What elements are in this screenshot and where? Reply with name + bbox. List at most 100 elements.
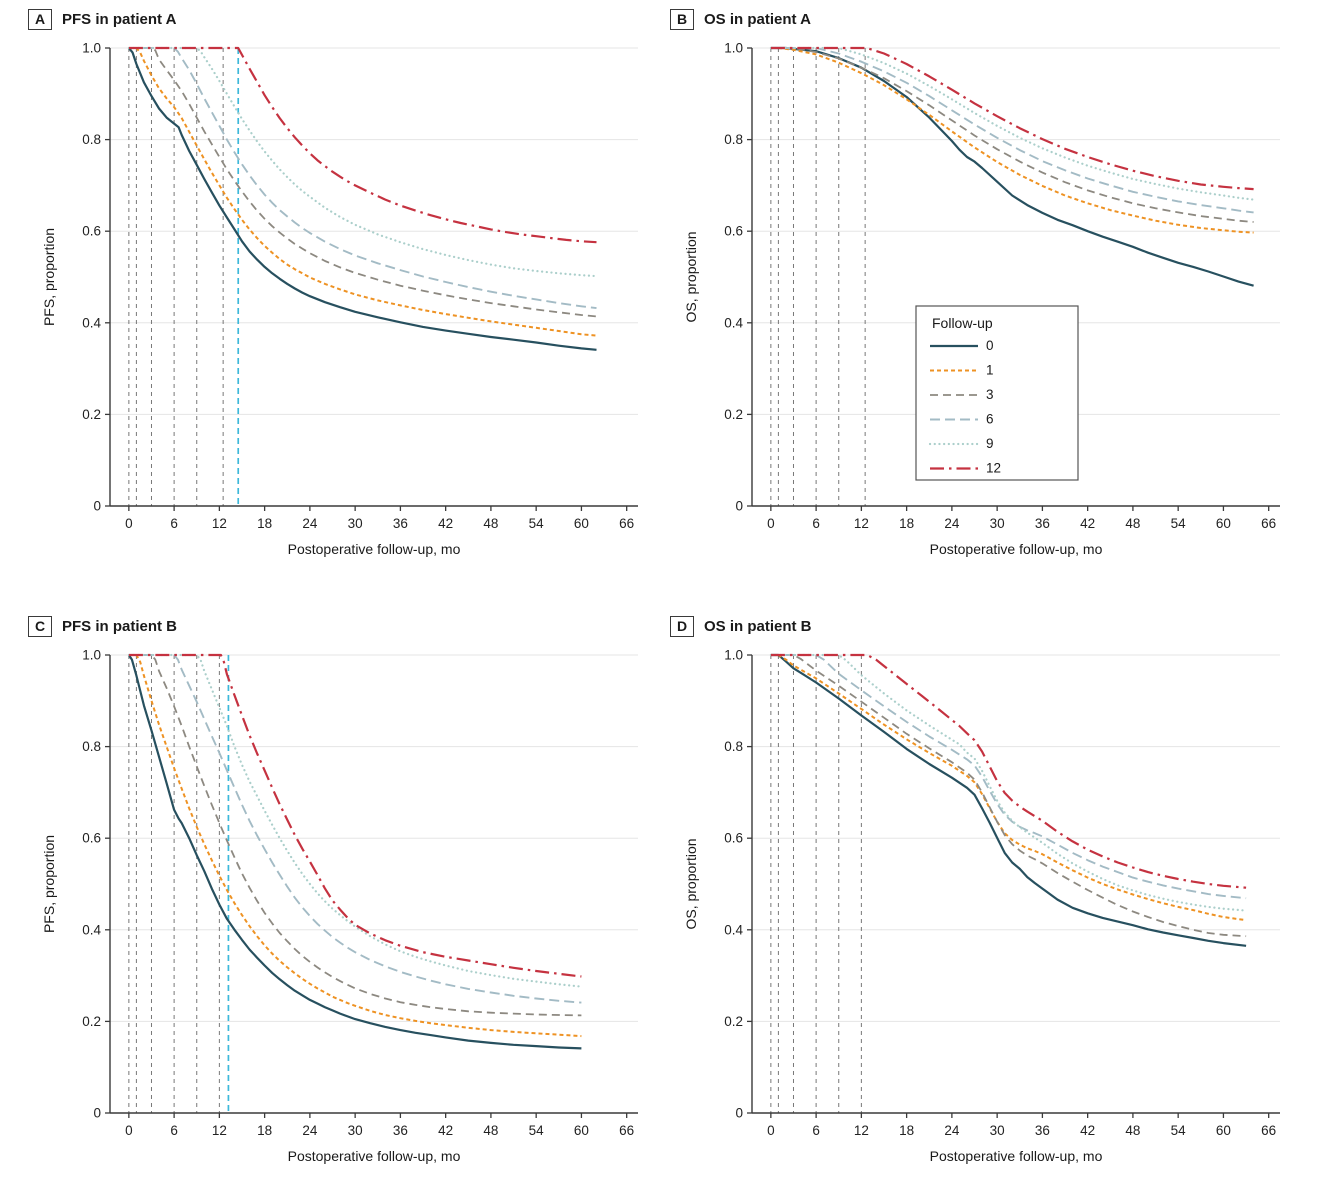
- svg-text:0: 0: [125, 1123, 133, 1138]
- svg-text:Postoperative follow-up, mo: Postoperative follow-up, mo: [930, 541, 1103, 557]
- svg-text:36: 36: [1035, 1123, 1050, 1138]
- svg-text:1: 1: [986, 363, 994, 378]
- panel-b-title: OS in patient A: [704, 10, 811, 28]
- panel-b-header: B OS in patient A: [670, 6, 1300, 32]
- panel-d-title: OS in patient B: [704, 617, 812, 635]
- svg-text:18: 18: [899, 516, 914, 531]
- svg-text:0.6: 0.6: [82, 224, 101, 239]
- svg-text:54: 54: [529, 1123, 545, 1138]
- svg-text:42: 42: [438, 516, 453, 531]
- panel-a-header: A PFS in patient A: [28, 6, 658, 32]
- svg-text:42: 42: [1080, 1123, 1095, 1138]
- svg-text:Postoperative follow-up, mo: Postoperative follow-up, mo: [930, 1148, 1103, 1164]
- svg-text:66: 66: [619, 1123, 634, 1138]
- svg-text:30: 30: [348, 1123, 363, 1138]
- svg-text:9: 9: [986, 436, 994, 451]
- panel-a-chart: 0 6 12 18 24 30 36 42 48 54 60 66 0 0.2 0.4 0.6 0.8 1.0 Po…: [41, 41, 638, 557]
- svg-text:42: 42: [1080, 516, 1095, 531]
- svg-text:0: 0: [735, 1106, 743, 1121]
- panel-a: A PFS in patient A 0 6 12 18 24 30 36 42 48 54 60 6…: [28, 6, 658, 582]
- svg-text:54: 54: [529, 516, 545, 531]
- svg-text:66: 66: [1261, 516, 1276, 531]
- svg-text:54: 54: [1171, 516, 1187, 531]
- svg-text:Postoperative follow-up, mo: Postoperative follow-up, mo: [288, 1148, 461, 1164]
- svg-text:0: 0: [93, 1106, 101, 1121]
- svg-text:0.4: 0.4: [724, 315, 743, 330]
- panel-d-chart: 0 6 12 18 24 30 36 42 48 54 60 66 0 0.2 0.4 0.6 0.8 1.0 Po…: [683, 648, 1280, 1164]
- panel-d-header: D OS in patient B: [670, 613, 1300, 639]
- svg-text:0: 0: [986, 338, 994, 353]
- svg-text:1.0: 1.0: [724, 41, 743, 56]
- svg-text:0: 0: [93, 499, 101, 514]
- svg-text:3: 3: [986, 387, 994, 402]
- svg-text:24: 24: [944, 516, 960, 531]
- svg-text:60: 60: [574, 516, 589, 531]
- svg-text:Postoperative follow-up, mo: Postoperative follow-up, mo: [288, 541, 461, 557]
- svg-text:6: 6: [986, 412, 994, 427]
- svg-text:60: 60: [574, 1123, 589, 1138]
- svg-text:0.4: 0.4: [82, 922, 101, 937]
- panel-d: D OS in patient B 0 6 12 18 24 30 36 42 48 54 60 66…: [670, 613, 1300, 1189]
- svg-text:0: 0: [767, 1123, 775, 1138]
- svg-text:24: 24: [302, 516, 318, 531]
- svg-text:6: 6: [812, 516, 820, 531]
- svg-text:36: 36: [1035, 516, 1050, 531]
- svg-text:12: 12: [986, 461, 1001, 476]
- svg-text:1.0: 1.0: [724, 648, 743, 663]
- svg-text:0: 0: [125, 516, 133, 531]
- svg-text:66: 66: [619, 516, 634, 531]
- svg-text:6: 6: [812, 1123, 820, 1138]
- svg-text:12: 12: [212, 516, 227, 531]
- svg-text:12: 12: [854, 1123, 869, 1138]
- svg-text:0.8: 0.8: [724, 132, 743, 147]
- svg-text:48: 48: [1125, 516, 1140, 531]
- svg-text:36: 36: [393, 516, 408, 531]
- svg-text:0.8: 0.8: [82, 132, 101, 147]
- svg-text:0.2: 0.2: [724, 1014, 743, 1029]
- svg-text:48: 48: [1125, 1123, 1140, 1138]
- svg-text:12: 12: [212, 1123, 227, 1138]
- svg-text:12: 12: [854, 516, 869, 531]
- svg-text:OS, proportion: OS, proportion: [683, 838, 699, 929]
- panel-d-letter: D: [670, 615, 694, 637]
- svg-text:0.2: 0.2: [724, 407, 743, 422]
- svg-text:60: 60: [1216, 1123, 1231, 1138]
- svg-text:24: 24: [302, 1123, 318, 1138]
- panel-b: B OS in patient A 0 6 12 18 24 30 36 42 48 54 60 66…: [670, 6, 1300, 582]
- panel-c-chart: 0 6 12 18 24 30 36 42 48 54 60 66 0 0.2 0.4 0.6 0.8 1.0 Po…: [41, 648, 638, 1164]
- svg-text:0.8: 0.8: [724, 739, 743, 754]
- panel-c: C PFS in patient B 0 6 12 18 24 30 36 42 48 54 60 6…: [28, 613, 658, 1189]
- panel-b-letter: B: [670, 8, 694, 30]
- svg-text:0: 0: [767, 516, 775, 531]
- svg-text:24: 24: [944, 1123, 960, 1138]
- svg-text:18: 18: [257, 1123, 272, 1138]
- svg-text:0.6: 0.6: [82, 831, 101, 846]
- svg-text:48: 48: [483, 516, 498, 531]
- svg-text:36: 36: [393, 1123, 408, 1138]
- panel-c-title: PFS in patient B: [62, 617, 178, 635]
- svg-text:6: 6: [170, 1123, 178, 1138]
- svg-text:0.8: 0.8: [82, 739, 101, 754]
- svg-text:0.4: 0.4: [82, 315, 101, 330]
- svg-text:OS, proportion: OS, proportion: [683, 231, 699, 322]
- svg-text:30: 30: [990, 1123, 1005, 1138]
- panel-a-title: PFS in patient A: [62, 10, 177, 28]
- svg-text:54: 54: [1171, 1123, 1187, 1138]
- svg-text:1.0: 1.0: [82, 41, 101, 56]
- panel-c-header: C PFS in patient B: [28, 613, 658, 639]
- panel-b-chart: 0 6 12 18 24 30 36 42 48 54 60 6600.20.40.60.81.0Po…: [683, 41, 1280, 557]
- svg-text:30: 30: [990, 516, 1005, 531]
- svg-text:PFS, proportion: PFS, proportion: [41, 228, 57, 326]
- svg-text:PFS, proportion: PFS, proportion: [41, 835, 57, 933]
- svg-text:42: 42: [438, 1123, 453, 1138]
- svg-text:6: 6: [170, 516, 178, 531]
- svg-text:18: 18: [257, 516, 272, 531]
- svg-text:48: 48: [483, 1123, 498, 1138]
- svg-text:18: 18: [899, 1123, 914, 1138]
- svg-text:0.6: 0.6: [724, 831, 743, 846]
- svg-text:0.4: 0.4: [724, 922, 743, 937]
- svg-text:0.2: 0.2: [82, 407, 101, 422]
- svg-text:0.2: 0.2: [82, 1014, 101, 1029]
- panel-c-letter: C: [28, 615, 52, 637]
- panel-a-letter: A: [28, 8, 52, 30]
